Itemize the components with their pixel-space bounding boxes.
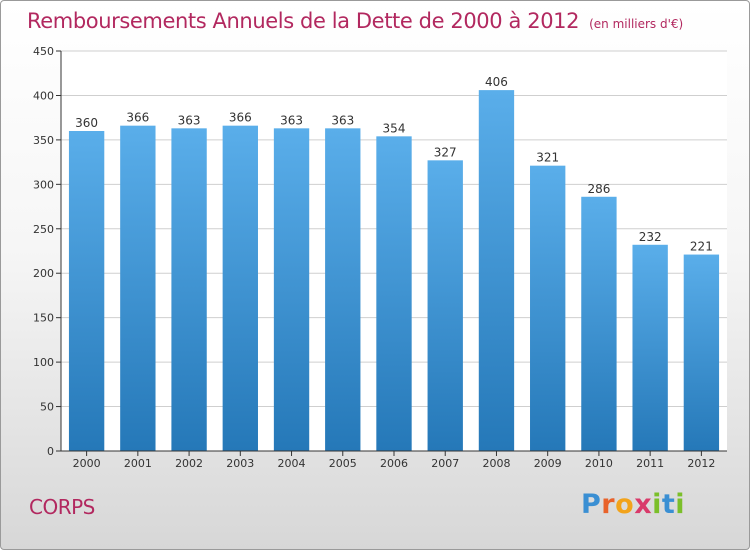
data-label: 366 xyxy=(126,111,149,125)
y-tick-label: 250 xyxy=(33,223,54,236)
x-tick-label: 2007 xyxy=(431,457,459,470)
y-tick-label: 200 xyxy=(33,267,54,280)
data-label: 354 xyxy=(383,121,406,135)
logo-letter: x xyxy=(634,489,653,520)
y-tick-label: 50 xyxy=(40,401,54,414)
bar-2011 xyxy=(632,244,668,451)
bar-2007 xyxy=(427,160,463,452)
logo-letter: o xyxy=(615,489,635,520)
data-label: 406 xyxy=(485,75,508,89)
chart-title-text: Remboursements Annuels de la Dette de 20… xyxy=(27,9,580,33)
bar-2010 xyxy=(581,196,617,451)
bar-2012 xyxy=(683,254,720,451)
data-label: 366 xyxy=(229,111,252,125)
y-tick-label: 400 xyxy=(33,89,54,102)
logo-letter: i xyxy=(652,489,662,520)
x-tick-label: 2005 xyxy=(329,457,357,470)
chart-title: Remboursements Annuels de la Dette de 20… xyxy=(27,9,683,33)
bar-2005 xyxy=(325,128,361,451)
x-tick-label: 2009 xyxy=(534,457,562,470)
logo-letter: t xyxy=(661,489,676,520)
logo-letter: P xyxy=(581,489,602,520)
x-tick-label: 2008 xyxy=(482,457,510,470)
bar-2009 xyxy=(530,165,566,451)
y-tick-label: 450 xyxy=(33,45,54,58)
x-tick-label: 2003 xyxy=(226,457,254,470)
y-tick-label: 150 xyxy=(33,312,54,325)
logo-letter: r xyxy=(601,489,616,520)
x-tick-label: 2004 xyxy=(278,457,306,470)
data-label: 360 xyxy=(75,116,98,130)
bar-2002 xyxy=(171,128,207,451)
x-tick-label: 2000 xyxy=(73,457,101,470)
data-label: 327 xyxy=(434,145,457,159)
data-label: 363 xyxy=(280,113,303,127)
axes: 0 50 100 150 200 250 300 350 400 450 2000 2001 2002 2… xyxy=(33,45,727,470)
chart-subtitle: (en milliers d'€) xyxy=(589,17,684,31)
data-label: 232 xyxy=(639,230,662,244)
x-tick-label: 2011 xyxy=(636,457,664,470)
bar-2006 xyxy=(376,136,412,452)
x-tick-label: 2010 xyxy=(585,457,613,470)
data-label: 321 xyxy=(536,151,559,165)
y-tick-label: 300 xyxy=(33,178,54,191)
proxiti-logo[interactable]: Proxiti xyxy=(581,489,685,520)
y-tick-label: 100 xyxy=(33,356,54,369)
bar-2004 xyxy=(273,128,310,451)
bar-2003 xyxy=(222,125,258,452)
data-label: 363 xyxy=(331,113,354,127)
bar-2001 xyxy=(120,125,156,452)
x-tick-label: 2006 xyxy=(380,457,408,470)
data-label: 221 xyxy=(690,240,713,254)
data-label: 286 xyxy=(587,182,610,196)
y-tick-label: 0 xyxy=(47,445,54,458)
x-tick-label: 2002 xyxy=(175,457,203,470)
bar-2008 xyxy=(478,90,515,451)
logo-letter: i xyxy=(675,489,686,520)
x-tick-label: 2012 xyxy=(687,457,715,470)
commune-name: CORPS xyxy=(29,495,95,519)
data-label: 363 xyxy=(178,113,201,127)
x-tick-label: 2001 xyxy=(124,457,152,470)
bar-2000 xyxy=(68,131,105,451)
y-tick-label: 350 xyxy=(33,134,54,147)
bars: 360 366 363 366 363 363 354 327 406 321 286 232 221 xyxy=(68,75,720,452)
